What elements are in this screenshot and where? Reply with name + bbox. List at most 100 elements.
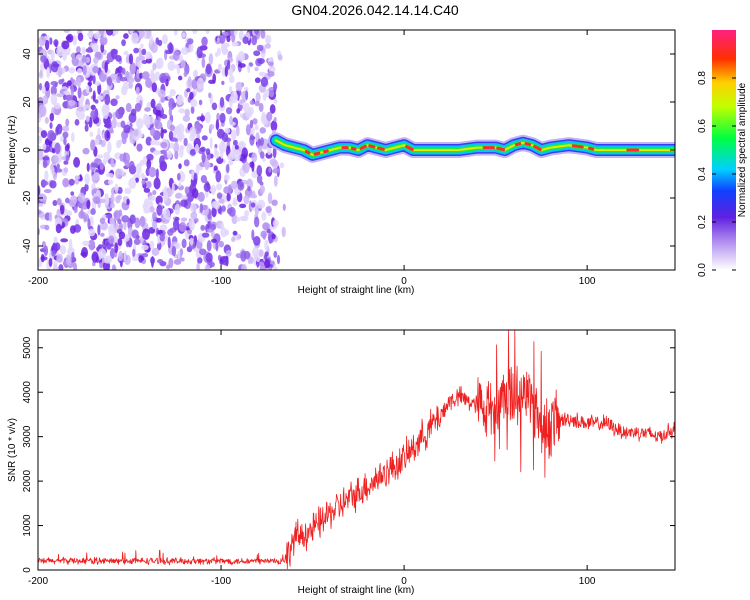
track-hot-segment — [514, 142, 522, 147]
noise-blob — [139, 235, 144, 245]
noise-blob — [149, 240, 155, 250]
noise-blob — [150, 73, 158, 83]
noise-blob — [258, 102, 264, 112]
noise-blob — [160, 127, 164, 140]
noise-blob — [137, 30, 145, 39]
noise-blob — [44, 80, 50, 92]
spectrogram-xtick-label: -100 — [211, 276, 231, 287]
noise-blob — [136, 143, 143, 152]
noise-blob — [84, 183, 89, 192]
noise-blob — [205, 148, 211, 156]
noise-blob — [201, 57, 206, 69]
noise-blob — [201, 232, 210, 238]
noise-blob — [172, 218, 180, 231]
noise-blob — [183, 137, 188, 147]
spectrogram-xtick-label: -200 — [28, 276, 48, 287]
noise-blob — [216, 47, 221, 56]
noise-blob — [243, 194, 250, 205]
noise-blob — [42, 160, 48, 169]
noise-blob — [56, 198, 62, 206]
noise-blob — [49, 122, 53, 130]
noise-blob — [90, 162, 98, 168]
noise-blob — [250, 202, 256, 208]
noise-blob — [194, 123, 202, 135]
noise-blob — [253, 50, 261, 57]
noise-blob — [143, 187, 151, 193]
noise-blob — [268, 266, 272, 270]
noise-blob — [77, 87, 82, 99]
noise-blob — [64, 144, 70, 152]
track-hot-segment — [377, 146, 385, 151]
noise-blob — [199, 248, 207, 256]
noise-blob — [167, 236, 171, 249]
noise-blob — [216, 37, 220, 43]
noise-blob — [218, 33, 226, 44]
snr-xtick-label: -200 — [28, 576, 48, 587]
noise-blob — [180, 257, 185, 262]
spectrogram-y-label: Frequency (Hz) — [7, 116, 18, 185]
noise-blob — [251, 229, 255, 241]
noise-blob — [119, 153, 125, 162]
noise-blob — [91, 251, 99, 263]
noise-blob — [70, 132, 75, 143]
noise-blob — [223, 174, 231, 181]
noise-blob — [190, 98, 198, 108]
snr-ytick-label: 3000 — [22, 425, 33, 448]
track-hot-segment — [405, 145, 414, 152]
noise-blob — [231, 41, 239, 47]
noise-blob — [150, 98, 156, 109]
noise-blob — [196, 77, 204, 90]
noise-blob — [172, 50, 180, 62]
noise-blob — [53, 39, 59, 47]
noise-blob — [123, 124, 131, 134]
noise-blob — [106, 131, 110, 139]
noise-blob — [272, 146, 277, 159]
noise-blob — [139, 215, 146, 228]
noise-blob — [40, 55, 48, 63]
noise-blob — [262, 233, 267, 240]
snr-xtick-label: -100 — [211, 576, 231, 587]
noise-blob — [56, 168, 63, 173]
noise-blob — [118, 209, 123, 217]
noise-blob — [260, 76, 269, 87]
noise-blob — [85, 85, 90, 94]
noise-blob — [146, 159, 152, 170]
noise-blob — [110, 158, 114, 168]
noise-blob — [176, 173, 181, 181]
noise-blob — [146, 153, 154, 161]
noise-blob — [190, 106, 195, 114]
noise-blob — [134, 102, 142, 112]
spectrogram-x-axis: -200 -100 0 100 — [28, 30, 596, 287]
track-hot-segment — [588, 146, 595, 151]
snr-frame — [37, 329, 676, 571]
noise-blob — [159, 232, 165, 242]
noise-blob — [93, 157, 102, 165]
noise-blob — [169, 124, 175, 132]
snr-xtick-label: 100 — [579, 576, 596, 587]
noise-blob — [62, 125, 70, 132]
noise-blob — [52, 242, 61, 252]
track-hot-segment — [350, 146, 357, 151]
noise-blob — [241, 147, 249, 159]
noise-blob — [93, 196, 101, 204]
noise-blob — [247, 185, 251, 192]
noise-blob — [131, 229, 139, 239]
noise-blob — [68, 67, 76, 74]
noise-blob — [157, 89, 166, 99]
noise-blob — [268, 89, 275, 98]
noise-blob — [196, 46, 203, 59]
noise-blob — [87, 218, 91, 230]
noise-blob — [273, 98, 278, 104]
noise-blob — [178, 146, 184, 158]
noise-blob — [189, 149, 196, 156]
noise-blob — [56, 123, 63, 135]
noise-blob — [119, 76, 128, 82]
noise-blob — [106, 76, 113, 86]
noise-blob — [215, 183, 223, 191]
noise-blob — [177, 123, 185, 135]
noise-blob — [173, 142, 180, 154]
noise-blob — [87, 46, 93, 53]
noise-blob — [239, 99, 246, 104]
spectrogram-ytick-label: 40 — [22, 48, 33, 60]
noise-blob — [243, 250, 251, 260]
